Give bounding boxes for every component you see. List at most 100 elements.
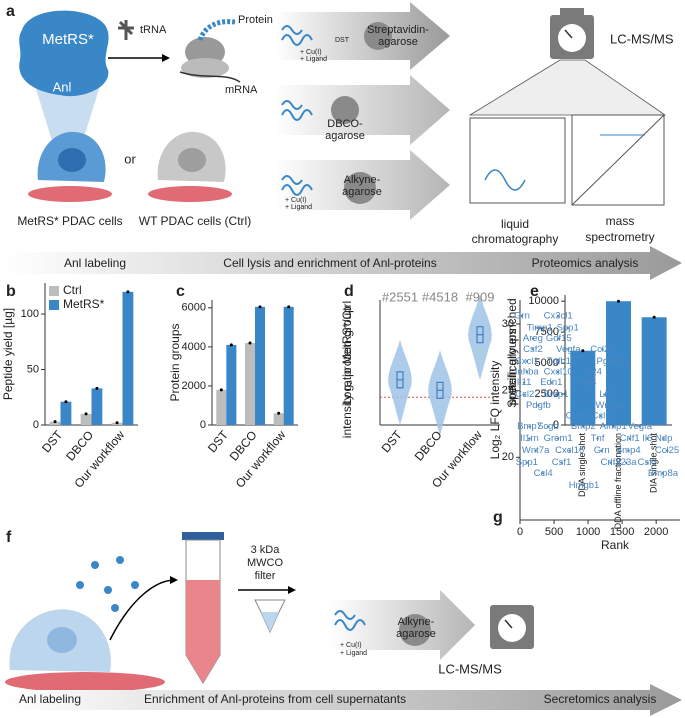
x-tick-label: DIA single shot xyxy=(649,433,659,494)
y-tick-label: 20 xyxy=(502,451,514,463)
point xyxy=(522,381,526,384)
y-tick-label: 0 xyxy=(200,419,206,431)
resin-label: DBCO- xyxy=(327,118,363,130)
point xyxy=(525,360,529,363)
point xyxy=(599,414,603,418)
lc-box xyxy=(469,117,566,204)
point xyxy=(582,484,586,487)
y-tick-label: 2500 xyxy=(535,388,559,400)
point xyxy=(520,314,524,318)
bar xyxy=(226,344,237,425)
process-arrow xyxy=(275,2,450,70)
legend-label: Ctrl xyxy=(63,283,82,297)
bar-dot xyxy=(95,386,99,390)
bar-dot xyxy=(652,315,656,319)
point xyxy=(582,425,585,428)
point-label: Grem1 xyxy=(544,433,573,444)
point-label: Inhba xyxy=(515,367,539,378)
point xyxy=(627,449,630,452)
lc-label: liquid xyxy=(501,217,529,231)
nucleus xyxy=(178,148,206,172)
point xyxy=(646,437,649,440)
y-tick-label: 30 xyxy=(502,318,514,330)
ms-diagonal xyxy=(571,114,665,206)
tube-liquid xyxy=(186,580,220,683)
x-tick-label: DDA offline fractionation xyxy=(613,433,623,529)
bar xyxy=(60,401,72,425)
point-label: Csf3 xyxy=(638,457,658,468)
point xyxy=(538,326,541,330)
resin-label: Streptavidin- xyxy=(367,24,429,36)
reagent-label: + Ligand xyxy=(300,56,327,63)
bar xyxy=(91,388,103,425)
point-label: Timp1 xyxy=(527,323,553,334)
point-label: Hmgb1 xyxy=(569,480,600,491)
point xyxy=(646,461,649,464)
point-label: Il23a xyxy=(616,457,637,468)
point xyxy=(587,381,590,384)
point xyxy=(612,425,615,428)
protein-structure xyxy=(334,610,366,631)
y-tick-label: 10000 xyxy=(528,295,559,307)
tube-cap xyxy=(182,532,224,540)
count-label: #909 xyxy=(466,289,495,304)
bar-dot xyxy=(258,305,262,309)
point-label: Grn xyxy=(594,445,610,456)
reagent-label: + Cu(I) xyxy=(300,49,322,56)
point xyxy=(566,326,569,330)
ribosome xyxy=(181,58,229,78)
point xyxy=(567,348,570,351)
panel-letter: d xyxy=(344,283,354,300)
point xyxy=(556,314,560,318)
x-tick-label: DDA single shot xyxy=(577,433,587,498)
violin xyxy=(388,339,412,425)
workflow-step: Anl labeling xyxy=(64,256,126,270)
point xyxy=(607,404,611,407)
point-label: Scgb xyxy=(537,421,559,432)
resin-label: agarose xyxy=(396,628,436,640)
bar-dot xyxy=(581,349,585,353)
point-label: Ccl4 xyxy=(534,468,553,479)
bar-dot xyxy=(617,299,620,303)
dish xyxy=(148,186,232,202)
process-arrow xyxy=(275,75,450,145)
point xyxy=(523,393,526,396)
point xyxy=(556,370,560,374)
x-tick-label: DST xyxy=(205,427,232,455)
point-label: Ccl2 xyxy=(515,389,534,400)
y-tick-label: 0 xyxy=(33,419,39,431)
point-label: Vegfa xyxy=(628,421,653,432)
zoom-cone xyxy=(468,59,667,116)
trna-label: tRNA xyxy=(140,24,167,36)
panel-letter: a xyxy=(6,3,15,20)
bar xyxy=(122,291,134,425)
mrna-strand xyxy=(179,71,241,83)
reagent-label: + Ligand xyxy=(340,650,367,657)
point-label: Ccl20 xyxy=(590,344,614,355)
lc-label: chromatography xyxy=(472,232,559,246)
point-label: Ccl25 xyxy=(655,445,679,456)
point xyxy=(557,337,561,340)
ms-label: mass xyxy=(606,214,635,228)
resin-label: agarose xyxy=(342,186,382,198)
point xyxy=(537,404,540,407)
bar-dot xyxy=(277,411,281,415)
point-label: Bmp2 xyxy=(571,421,596,432)
bar-dot xyxy=(287,305,291,309)
y-tick-label: 2000 xyxy=(182,380,206,392)
panel-letter: e xyxy=(530,283,539,300)
point-label: Bmp7 xyxy=(517,421,542,432)
point-label: Bmp1 xyxy=(544,389,569,400)
point xyxy=(528,425,531,428)
resin-label: agarose xyxy=(378,36,418,48)
workflow-step: Anl labeling xyxy=(19,692,81,706)
reagent-label: + Cu(I) xyxy=(340,642,362,649)
mrna-label: mRNA xyxy=(225,84,258,96)
bar-dot xyxy=(84,412,88,416)
violin xyxy=(428,350,452,436)
y-tick-label: 4000 xyxy=(182,341,206,353)
count-label: #2551 xyxy=(382,289,418,304)
point xyxy=(603,393,606,396)
bar xyxy=(570,350,596,425)
protein-structure xyxy=(281,100,313,121)
